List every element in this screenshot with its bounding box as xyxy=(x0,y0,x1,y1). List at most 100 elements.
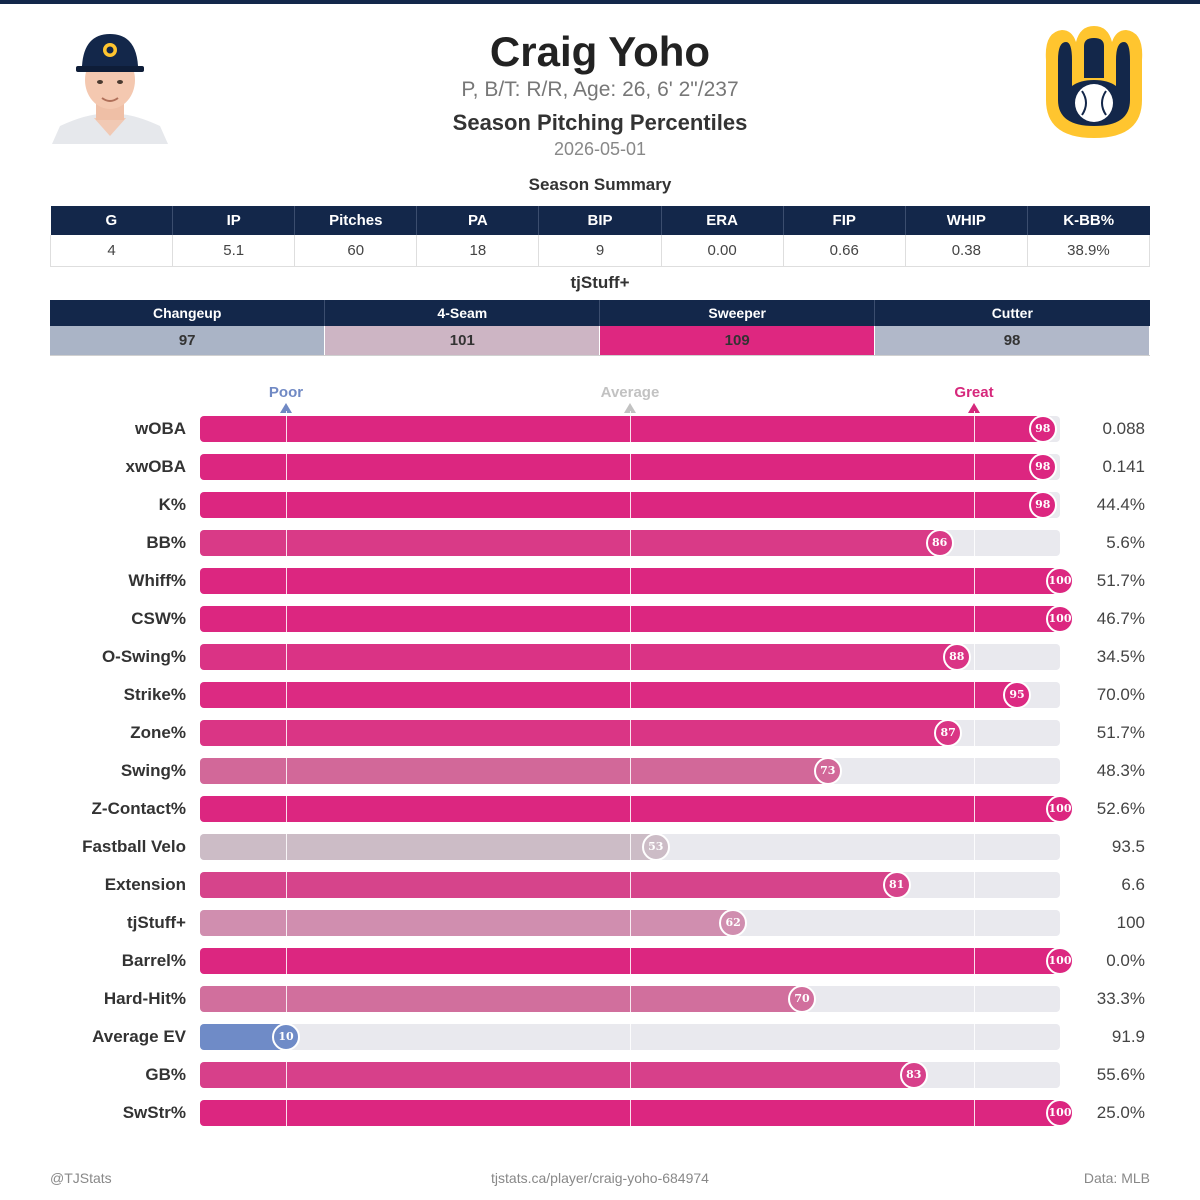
metric-row-xwoba: xwOBA 98 0.141 xyxy=(0,449,1200,487)
percentile-badge-o-swing: 88 xyxy=(942,643,971,671)
metric-value-barrel: 0.0% xyxy=(1106,951,1145,970)
percentile-badge-swing: 73 xyxy=(813,757,842,785)
metric-row-k: K% 98 44.4% xyxy=(0,487,1200,525)
summary-value-whip: 0.38 xyxy=(905,235,1028,267)
gridline-average xyxy=(630,677,631,715)
gridline-great xyxy=(974,1095,975,1133)
metric-value-bb: 5.6% xyxy=(1106,533,1145,552)
report-date: 2026-05-01 xyxy=(553,139,647,159)
percentile-bar-average-ev xyxy=(200,1024,286,1050)
top-accent-bar xyxy=(0,0,1200,4)
percentile-badge-whiff: 100 xyxy=(1046,567,1074,595)
footer-source: Data: MLB xyxy=(1083,1170,1150,1186)
summary-value-bip: 9 xyxy=(538,235,662,267)
gridline-poor xyxy=(286,449,287,487)
gridline-great xyxy=(974,943,975,981)
report-title: Season Pitching Percentiles xyxy=(452,110,748,135)
metric-row-zone: Zone% 87 51.7% xyxy=(0,715,1200,753)
gridline-poor xyxy=(286,411,287,449)
scale-arrow-great-icon xyxy=(968,403,980,413)
pitch-header-sweeper: Sweeper xyxy=(599,300,876,326)
percentile-bar-hard-hit xyxy=(200,986,802,1012)
gridline-great xyxy=(974,1057,975,1095)
gridline-great xyxy=(974,411,975,449)
metric-value-xwoba: 0.141 xyxy=(1102,457,1145,476)
percentile-badge-extension: 81 xyxy=(882,871,911,899)
metric-label-gb: GB% xyxy=(145,1065,186,1084)
metric-value-zone: 51.7% xyxy=(1096,723,1145,742)
metric-label-whiff: Whiff% xyxy=(128,571,186,590)
metric-label-o-swing: O-Swing% xyxy=(101,647,186,666)
metric-row-hard-hit: Hard-Hit% 70 33.3% xyxy=(0,981,1200,1019)
metric-value-o-swing: 34.5% xyxy=(1096,647,1145,666)
metric-row-gb: GB% 83 55.6% xyxy=(0,1057,1200,1095)
gridline-average xyxy=(630,1095,631,1133)
summary-header-g: G xyxy=(50,206,174,235)
gridline-average xyxy=(630,905,631,943)
percentile-bar-xwoba xyxy=(200,454,1043,480)
pitch-header-cutter: Cutter xyxy=(874,300,1150,326)
metric-value-strike: 70.0% xyxy=(1096,685,1145,704)
summary-value-row: 4 5.1 60 18 9 0.00 0.66 0.38 38.9% xyxy=(49,235,1151,267)
percentile-bar-swing xyxy=(200,758,828,784)
footer-handle: @TJStats xyxy=(50,1170,112,1186)
summary-value-ip: 5.1 xyxy=(172,235,296,267)
gridline-great xyxy=(974,753,975,791)
metric-row-woba: wOBA 98 0.088 xyxy=(0,411,1200,449)
scale-label-great: Great xyxy=(954,384,994,401)
gridline-average xyxy=(630,791,631,829)
gridline-average xyxy=(630,411,631,449)
pitch-stuff-value-cutter: 98 xyxy=(874,326,1150,356)
summary-header-fip: FIP xyxy=(783,206,906,235)
summary-header-row: G IP Pitches PA BIP ERA FIP WHIP K-BB% xyxy=(50,206,1150,235)
tjstuff-label: tjStuff+ xyxy=(570,273,630,292)
metric-value-gb: 55.6% xyxy=(1096,1065,1145,1084)
metric-row-tjstuff: tjStuff+ 62 100 xyxy=(0,905,1200,943)
percentile-badge-woba: 98 xyxy=(1028,415,1057,443)
gridline-average xyxy=(630,525,631,563)
gridline-great xyxy=(974,525,975,563)
metric-value-fastball-velo: 93.5 xyxy=(1111,837,1145,856)
metric-label-swing: Swing% xyxy=(120,761,186,780)
metric-row-whiff: Whiff% 100 51.7% xyxy=(0,563,1200,601)
metric-row-fastball-velo: Fastball Velo 53 93.5 xyxy=(0,829,1200,867)
gridline-average xyxy=(630,829,631,867)
gridline-poor xyxy=(286,487,287,525)
pitch-stuff-value-sweeper: 109 xyxy=(599,326,876,356)
gridline-poor xyxy=(286,639,287,677)
summary-value-k-bb-: 38.9% xyxy=(1027,235,1151,267)
gridline-average xyxy=(630,449,631,487)
season-summary-label: Season Summary xyxy=(528,175,672,194)
metric-label-swstr: SwStr% xyxy=(122,1103,186,1122)
summary-header-pitches: Pitches xyxy=(294,206,418,235)
metric-label-tjstuff: tjStuff+ xyxy=(126,913,186,932)
summary-value-fip: 0.66 xyxy=(783,235,906,267)
footer-url[interactable]: tjstats.ca/player/craig-yoho-684974 xyxy=(491,1170,709,1186)
percentile-badge-tjstuff: 62 xyxy=(719,909,748,937)
gridline-great xyxy=(974,677,975,715)
metric-label-zone: Zone% xyxy=(130,723,186,742)
tjstuff-header-row: Changeup 4-Seam Sweeper Cutter xyxy=(50,300,1150,326)
gridline-poor xyxy=(286,1095,287,1133)
scale-label-average: Average xyxy=(600,384,660,401)
percentile-badge-gb: 83 xyxy=(899,1061,928,1089)
gridline-great xyxy=(974,791,975,829)
gridline-poor xyxy=(286,829,287,867)
percentile-bar-zone xyxy=(200,720,949,746)
tjstuff-value-row: 97 101 109 98 xyxy=(50,326,1150,356)
gridline-great xyxy=(974,715,975,753)
gridline-average xyxy=(630,639,631,677)
metric-value-hard-hit: 33.3% xyxy=(1096,989,1145,1008)
percentile-badge-z-contact: 100 xyxy=(1046,795,1074,823)
percentile-badge-k: 98 xyxy=(1028,491,1057,519)
summary-header-k-bb-: K-BB% xyxy=(1027,206,1150,235)
metric-label-hard-hit: Hard-Hit% xyxy=(103,989,186,1008)
percentile-bar-strike xyxy=(200,682,1017,708)
summary-header-ip: IP xyxy=(172,206,296,235)
summary-header-bip: BIP xyxy=(538,206,662,235)
scale-arrow-average-icon xyxy=(624,403,636,413)
percentile-badge-bb: 86 xyxy=(925,529,954,557)
pitch-header-changeup: Changeup xyxy=(50,300,326,326)
scale-label-poor: Poor xyxy=(268,384,304,401)
gridline-poor xyxy=(286,563,287,601)
